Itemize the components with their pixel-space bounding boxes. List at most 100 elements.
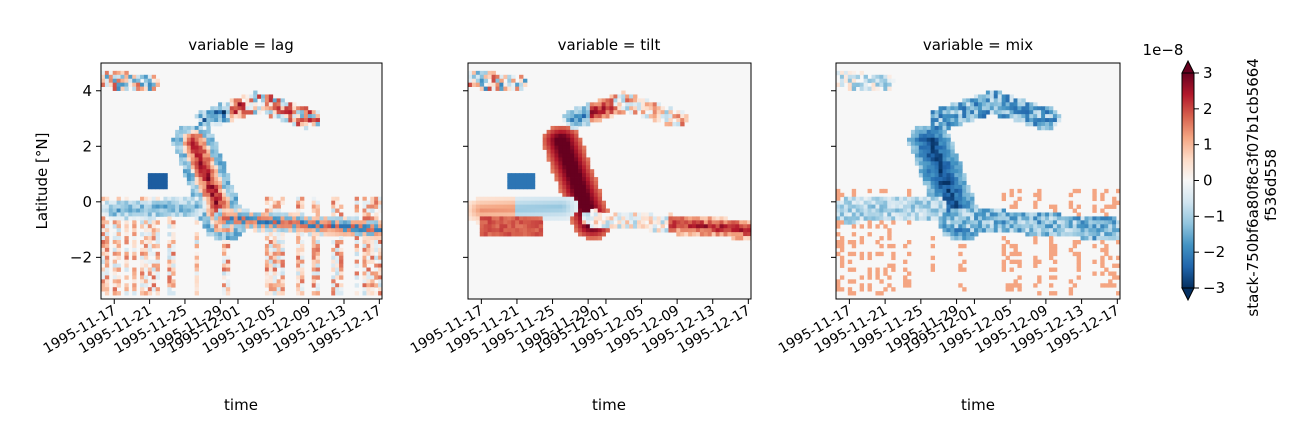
- heatmap-cell: [570, 133, 575, 139]
- heatmap-cell: [491, 208, 496, 213]
- heatmap-cell: [966, 98, 971, 103]
- heatmap-cell: [225, 184, 231, 190]
- heatmap-cell: [1072, 243, 1078, 249]
- heatmap-cell: [946, 184, 951, 190]
- heatmap-cell: [839, 236, 845, 241]
- heatmap-cell: [210, 122, 215, 127]
- heatmap-cell: [511, 181, 516, 186]
- heatmap-cell: [276, 240, 281, 245]
- heatmap-cell: [272, 106, 278, 111]
- heatmap-cell: [151, 271, 157, 276]
- heatmap-cell: [186, 212, 192, 217]
- heatmap-cell: [711, 232, 717, 237]
- heatmap-cell: [966, 220, 971, 225]
- heatmap-cell: [264, 228, 270, 233]
- heatmap-cell: [354, 196, 359, 202]
- heatmap-cell: [574, 204, 579, 209]
- heatmap-cell: [1001, 98, 1007, 103]
- heatmap-cell: [468, 82, 473, 87]
- heatmap-cell: [843, 208, 849, 213]
- heatmap-cell: [526, 177, 532, 182]
- heatmap-cell: [867, 287, 872, 292]
- heatmap-cell: [104, 82, 110, 87]
- heatmap-cell: [315, 208, 320, 213]
- heatmap-cell: [491, 196, 496, 202]
- heatmap-cell: [159, 177, 164, 182]
- heatmap-cell: [914, 153, 920, 158]
- heatmap-cell: [942, 161, 947, 166]
- heatmap-cell: [229, 188, 235, 194]
- heatmap-cell: [175, 212, 180, 217]
- heatmap-cell: [570, 200, 575, 205]
- heatmap-cell: [609, 98, 614, 103]
- heatmap-cell: [339, 216, 344, 221]
- heatmap-cell: [296, 200, 301, 205]
- heatmap-cell: [339, 275, 344, 280]
- heatmap-cell: [116, 283, 121, 288]
- heatmap-cell: [104, 271, 110, 276]
- heatmap-cell: [578, 110, 583, 115]
- heatmap-cell: [574, 114, 579, 119]
- heatmap-cell: [958, 232, 963, 237]
- heatmap-cell: [331, 259, 336, 264]
- heatmap-cell: [574, 208, 579, 213]
- heatmap-cell: [210, 110, 215, 115]
- heatmap-cell: [1076, 259, 1081, 264]
- heatmap-cell: [1092, 220, 1097, 225]
- heatmap-cell: [954, 192, 959, 198]
- heatmap-cell: [934, 184, 939, 190]
- heatmap-cell: [918, 169, 924, 174]
- heatmap-cell: [374, 240, 379, 245]
- heatmap-cell: [112, 267, 118, 272]
- heatmap-cell: [507, 200, 512, 205]
- heatmap-cell: [1104, 283, 1109, 288]
- heatmap-cell: [946, 145, 951, 150]
- heatmap-cell: [143, 78, 149, 84]
- heatmap-cell: [190, 137, 196, 143]
- heatmap-cell: [190, 173, 196, 178]
- heatmap-cell: [597, 212, 603, 217]
- heatmap-cell: [342, 220, 348, 225]
- heatmap-cell: [581, 196, 587, 202]
- heatmap-cell: [378, 279, 382, 284]
- heatmap-cell: [151, 216, 157, 221]
- heatmap-cell: [855, 208, 861, 213]
- heatmap-cell: [926, 137, 932, 143]
- heatmap-cell: [515, 212, 520, 217]
- heatmap-cell: [108, 216, 114, 221]
- heatmap-cell: [926, 208, 932, 213]
- heatmap-cell: [530, 181, 536, 186]
- heatmap-cell: [268, 251, 274, 257]
- heatmap-cell: [542, 204, 548, 209]
- heatmap-cell: [225, 224, 231, 229]
- heatmap-cell: [296, 220, 301, 225]
- heatmap-cell: [1116, 188, 1120, 194]
- heatmap-cell: [225, 220, 231, 225]
- heatmap-cell: [978, 216, 983, 221]
- heatmap-cell: [264, 220, 270, 225]
- heatmap-cell: [574, 224, 579, 229]
- heatmap-cell: [1100, 283, 1105, 288]
- colorbar-label-line2: f536d558: [1262, 149, 1280, 221]
- heatmap-cell: [515, 177, 520, 182]
- heatmap-cell: [491, 204, 496, 209]
- heatmap-cell: [221, 283, 227, 288]
- heatmap-cell: [214, 224, 219, 229]
- heatmap-cell: [116, 240, 121, 245]
- heatmap-cell: [214, 184, 219, 190]
- heatmap-cell: [523, 220, 528, 225]
- heatmap-cell: [970, 114, 975, 119]
- heatmap-cell: [237, 220, 242, 225]
- heatmap-cell: [985, 90, 991, 95]
- heatmap-cell: [101, 275, 106, 280]
- heatmap-cell: [155, 196, 160, 202]
- heatmap-cell: [132, 287, 137, 292]
- heatmap-cell: [487, 74, 492, 80]
- heatmap-cell: [475, 220, 481, 225]
- heatmap-cell: [1005, 106, 1010, 111]
- heatmap-cell: [562, 212, 567, 217]
- heatmap-cell: [300, 200, 305, 205]
- heatmap-cell: [942, 129, 947, 135]
- heatmap-cell: [112, 200, 118, 205]
- heatmap-cell: [676, 220, 681, 225]
